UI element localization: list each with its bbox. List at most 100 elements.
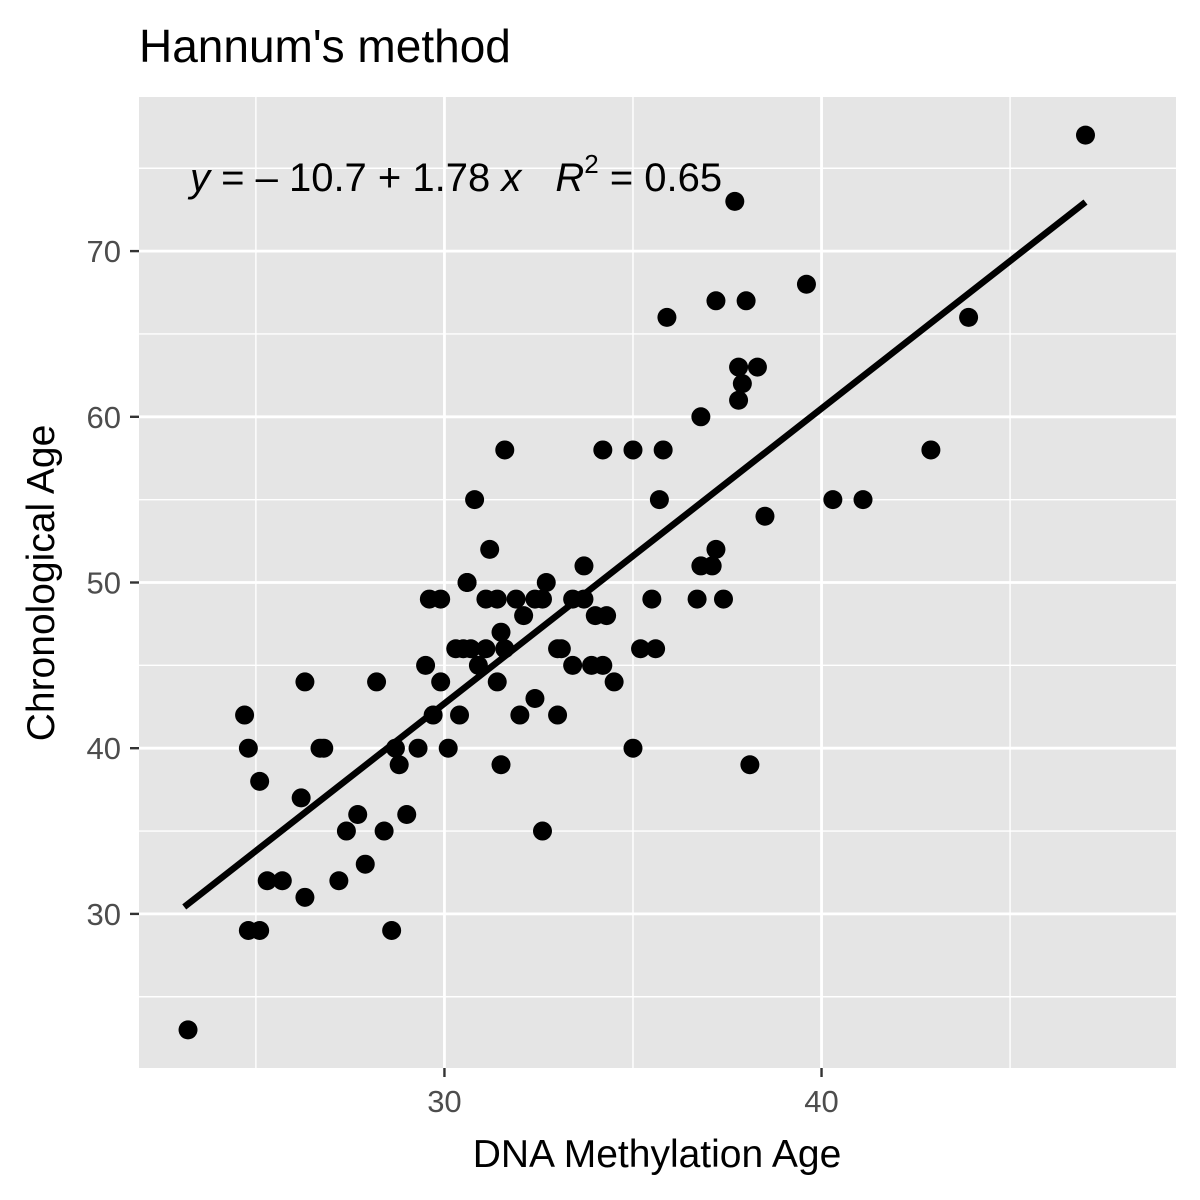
data-point — [796, 274, 816, 294]
y-tick-label: 50 — [87, 566, 121, 601]
data-point — [272, 871, 292, 891]
data-point — [487, 589, 507, 609]
y-tick-label: 30 — [87, 897, 121, 932]
data-point — [295, 672, 315, 692]
data-point — [691, 407, 711, 427]
data-point — [238, 738, 258, 758]
data-point — [623, 738, 643, 758]
data-point — [491, 622, 511, 642]
data-point — [729, 390, 749, 410]
data-point — [959, 307, 979, 327]
data-point — [653, 440, 673, 460]
data-point — [646, 639, 666, 659]
data-point — [487, 672, 507, 692]
data-point — [314, 738, 334, 758]
data-point — [510, 705, 530, 725]
data-point — [713, 589, 733, 609]
data-point — [465, 490, 485, 510]
data-point — [706, 291, 726, 311]
data-point — [438, 738, 458, 758]
y-tick-label: 70 — [87, 234, 121, 269]
regression-equation: y = – 10.7 + 1.78 x R2 = 0.65 — [187, 149, 722, 200]
data-point — [374, 821, 394, 841]
regression-line — [182, 199, 1088, 910]
data-point — [389, 755, 409, 775]
data-point — [747, 357, 767, 377]
data-point — [495, 440, 515, 460]
y-tick-label: 60 — [87, 400, 121, 435]
data-point — [495, 639, 515, 659]
data-point — [250, 771, 270, 791]
data-point — [348, 804, 368, 824]
data-point — [506, 589, 526, 609]
data-point — [295, 887, 315, 907]
data-point — [423, 705, 443, 725]
data-point — [687, 589, 707, 609]
data-point — [823, 490, 843, 510]
data-point — [235, 705, 255, 725]
data-point — [574, 589, 594, 609]
data-point — [604, 672, 624, 692]
data-point — [355, 854, 375, 874]
data-point — [732, 374, 752, 394]
data-point — [431, 672, 451, 692]
data-point — [702, 556, 722, 576]
data-point — [593, 655, 613, 675]
data-point — [548, 705, 568, 725]
chart-title: Hannum's method — [139, 20, 511, 72]
y-tick-label: 40 — [87, 731, 121, 766]
data-point — [532, 821, 552, 841]
y-axis-title: Chronological Age — [20, 425, 63, 742]
data-point — [367, 672, 387, 692]
data-point — [468, 655, 488, 675]
data-point — [382, 920, 402, 940]
data-point — [525, 688, 545, 708]
x-axis-title: DNA Methylation Age — [473, 1133, 842, 1176]
data-point — [536, 573, 556, 592]
data-point — [397, 804, 417, 824]
data-point — [597, 606, 617, 626]
data-point — [480, 539, 500, 559]
data-point — [461, 639, 481, 659]
data-point — [291, 788, 311, 808]
data-point — [178, 1020, 198, 1040]
equation-body: = – 10.7 + 1.78 — [210, 156, 501, 200]
data-point — [476, 639, 496, 659]
data-point — [416, 655, 436, 675]
data-point — [755, 506, 775, 526]
data-point — [336, 821, 356, 841]
equation-r-exponent: 2 — [584, 149, 598, 179]
data-point — [623, 440, 643, 460]
data-point — [574, 556, 594, 576]
equation-y-var: y — [187, 156, 213, 200]
data-point — [706, 539, 726, 559]
data-point — [532, 589, 552, 609]
data-point — [740, 755, 760, 775]
x-axis: 30 40 — [427, 1068, 839, 1119]
data-point — [450, 705, 470, 725]
data-point — [385, 738, 405, 758]
equation-r-var: R — [555, 156, 584, 200]
data-point — [657, 307, 677, 327]
data-point — [921, 440, 941, 460]
equation-x-var: x — [499, 156, 523, 200]
data-point — [563, 655, 583, 675]
data-point — [551, 639, 571, 659]
data-point — [457, 573, 477, 592]
data-point — [514, 606, 534, 626]
data-point — [250, 920, 270, 940]
data-point — [725, 191, 745, 211]
x-tick-label: 30 — [427, 1084, 461, 1119]
data-point — [257, 871, 277, 891]
x-tick-label: 40 — [804, 1084, 838, 1119]
data-point — [593, 440, 613, 460]
data-point — [329, 871, 349, 891]
data-point — [408, 738, 428, 758]
data-point — [642, 589, 662, 609]
data-point — [631, 639, 651, 659]
data-point — [736, 291, 756, 311]
data-point — [491, 755, 511, 775]
equation-r-value: = 0.65 — [599, 156, 722, 200]
data-point — [431, 589, 451, 609]
